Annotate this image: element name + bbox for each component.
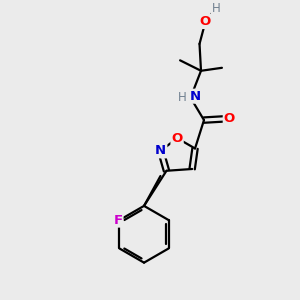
Text: O: O [200, 15, 211, 28]
Text: O: O [172, 132, 183, 145]
Text: F: F [113, 214, 122, 226]
Text: H: H [212, 2, 220, 14]
Text: O: O [224, 112, 235, 125]
Text: N: N [190, 90, 201, 103]
Text: N: N [155, 144, 166, 158]
Text: H: H [178, 91, 187, 103]
